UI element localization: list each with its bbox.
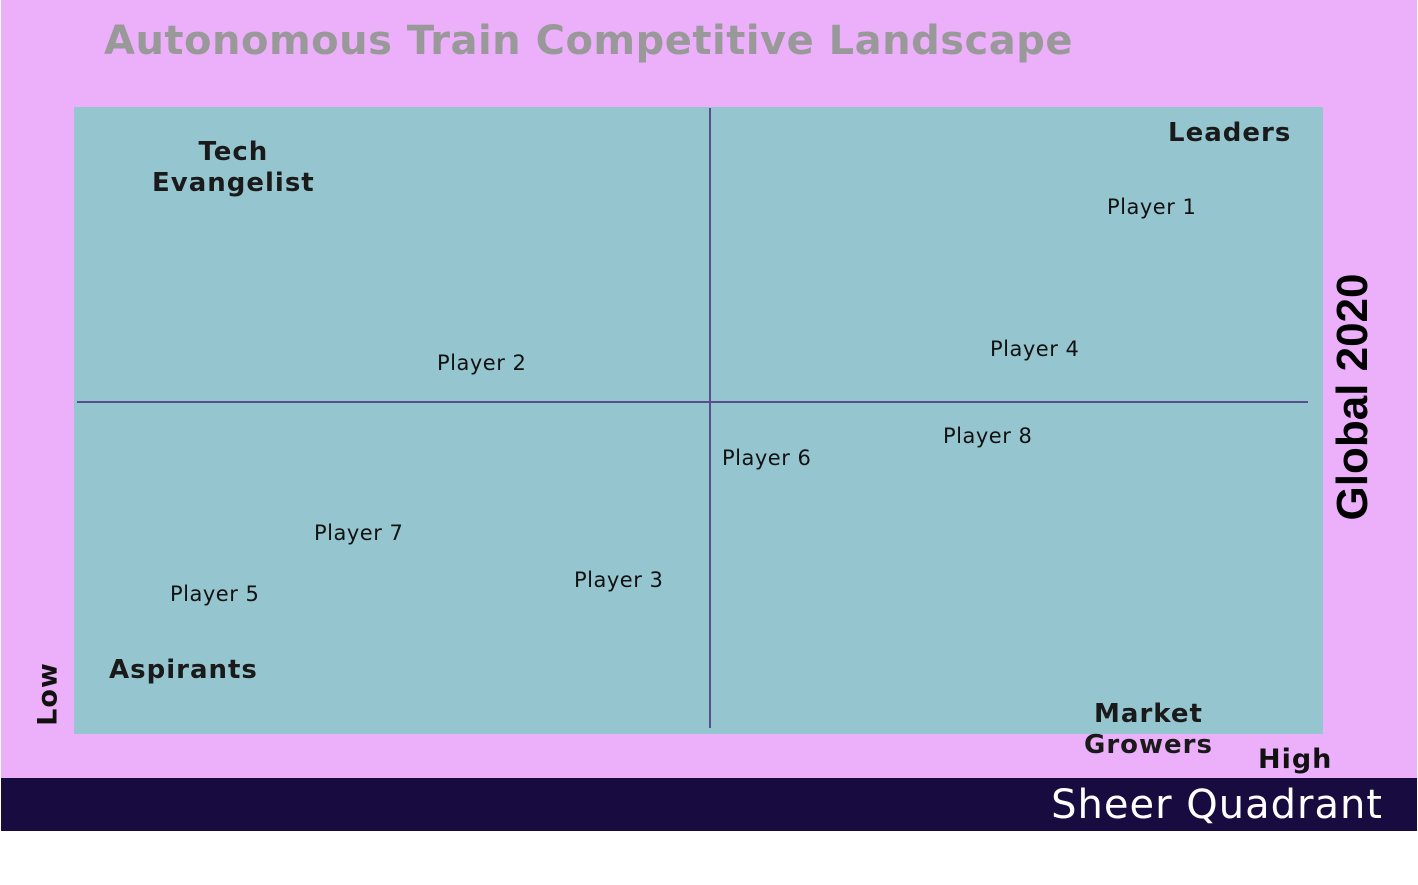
horizontal-divider: [77, 401, 1308, 403]
player-label: Player 8: [943, 424, 1033, 448]
player-label: Player 7: [314, 521, 404, 545]
axis-label-low: Low: [32, 662, 64, 726]
quadrant-label-leaders: Leaders: [1168, 118, 1292, 148]
vertical-divider: [709, 108, 711, 728]
footer-brand: Sheer Quadrant: [1051, 782, 1383, 828]
player-label: Player 1: [1107, 195, 1197, 219]
quadrant-label-market-growers: Market Growers: [1084, 699, 1213, 761]
player-label: Player 6: [722, 446, 812, 470]
quadrant-label-line: Tech: [198, 137, 269, 167]
quadrant-plot-area: [74, 107, 1323, 734]
footer-bar: Sheer Quadrant: [1, 778, 1417, 831]
quadrant-label-line: Market: [1094, 699, 1203, 729]
quadrant-label-line: Growers: [1084, 730, 1213, 760]
player-label: Player 2: [437, 351, 527, 375]
quadrant-label-aspirants: Aspirants: [109, 655, 258, 685]
player-label: Player 4: [990, 337, 1080, 361]
player-label: Player 3: [574, 568, 664, 592]
quadrant-label-tech-evangelist: Tech Evangelist: [152, 137, 315, 199]
player-label: Player 5: [170, 582, 260, 606]
region-year-label: Global 2020: [1328, 273, 1377, 521]
quadrant-label-line: Evangelist: [152, 168, 315, 198]
axis-label-high: High: [1258, 744, 1333, 775]
page-title: Autonomous Train Competitive Landscape: [104, 18, 1074, 64]
